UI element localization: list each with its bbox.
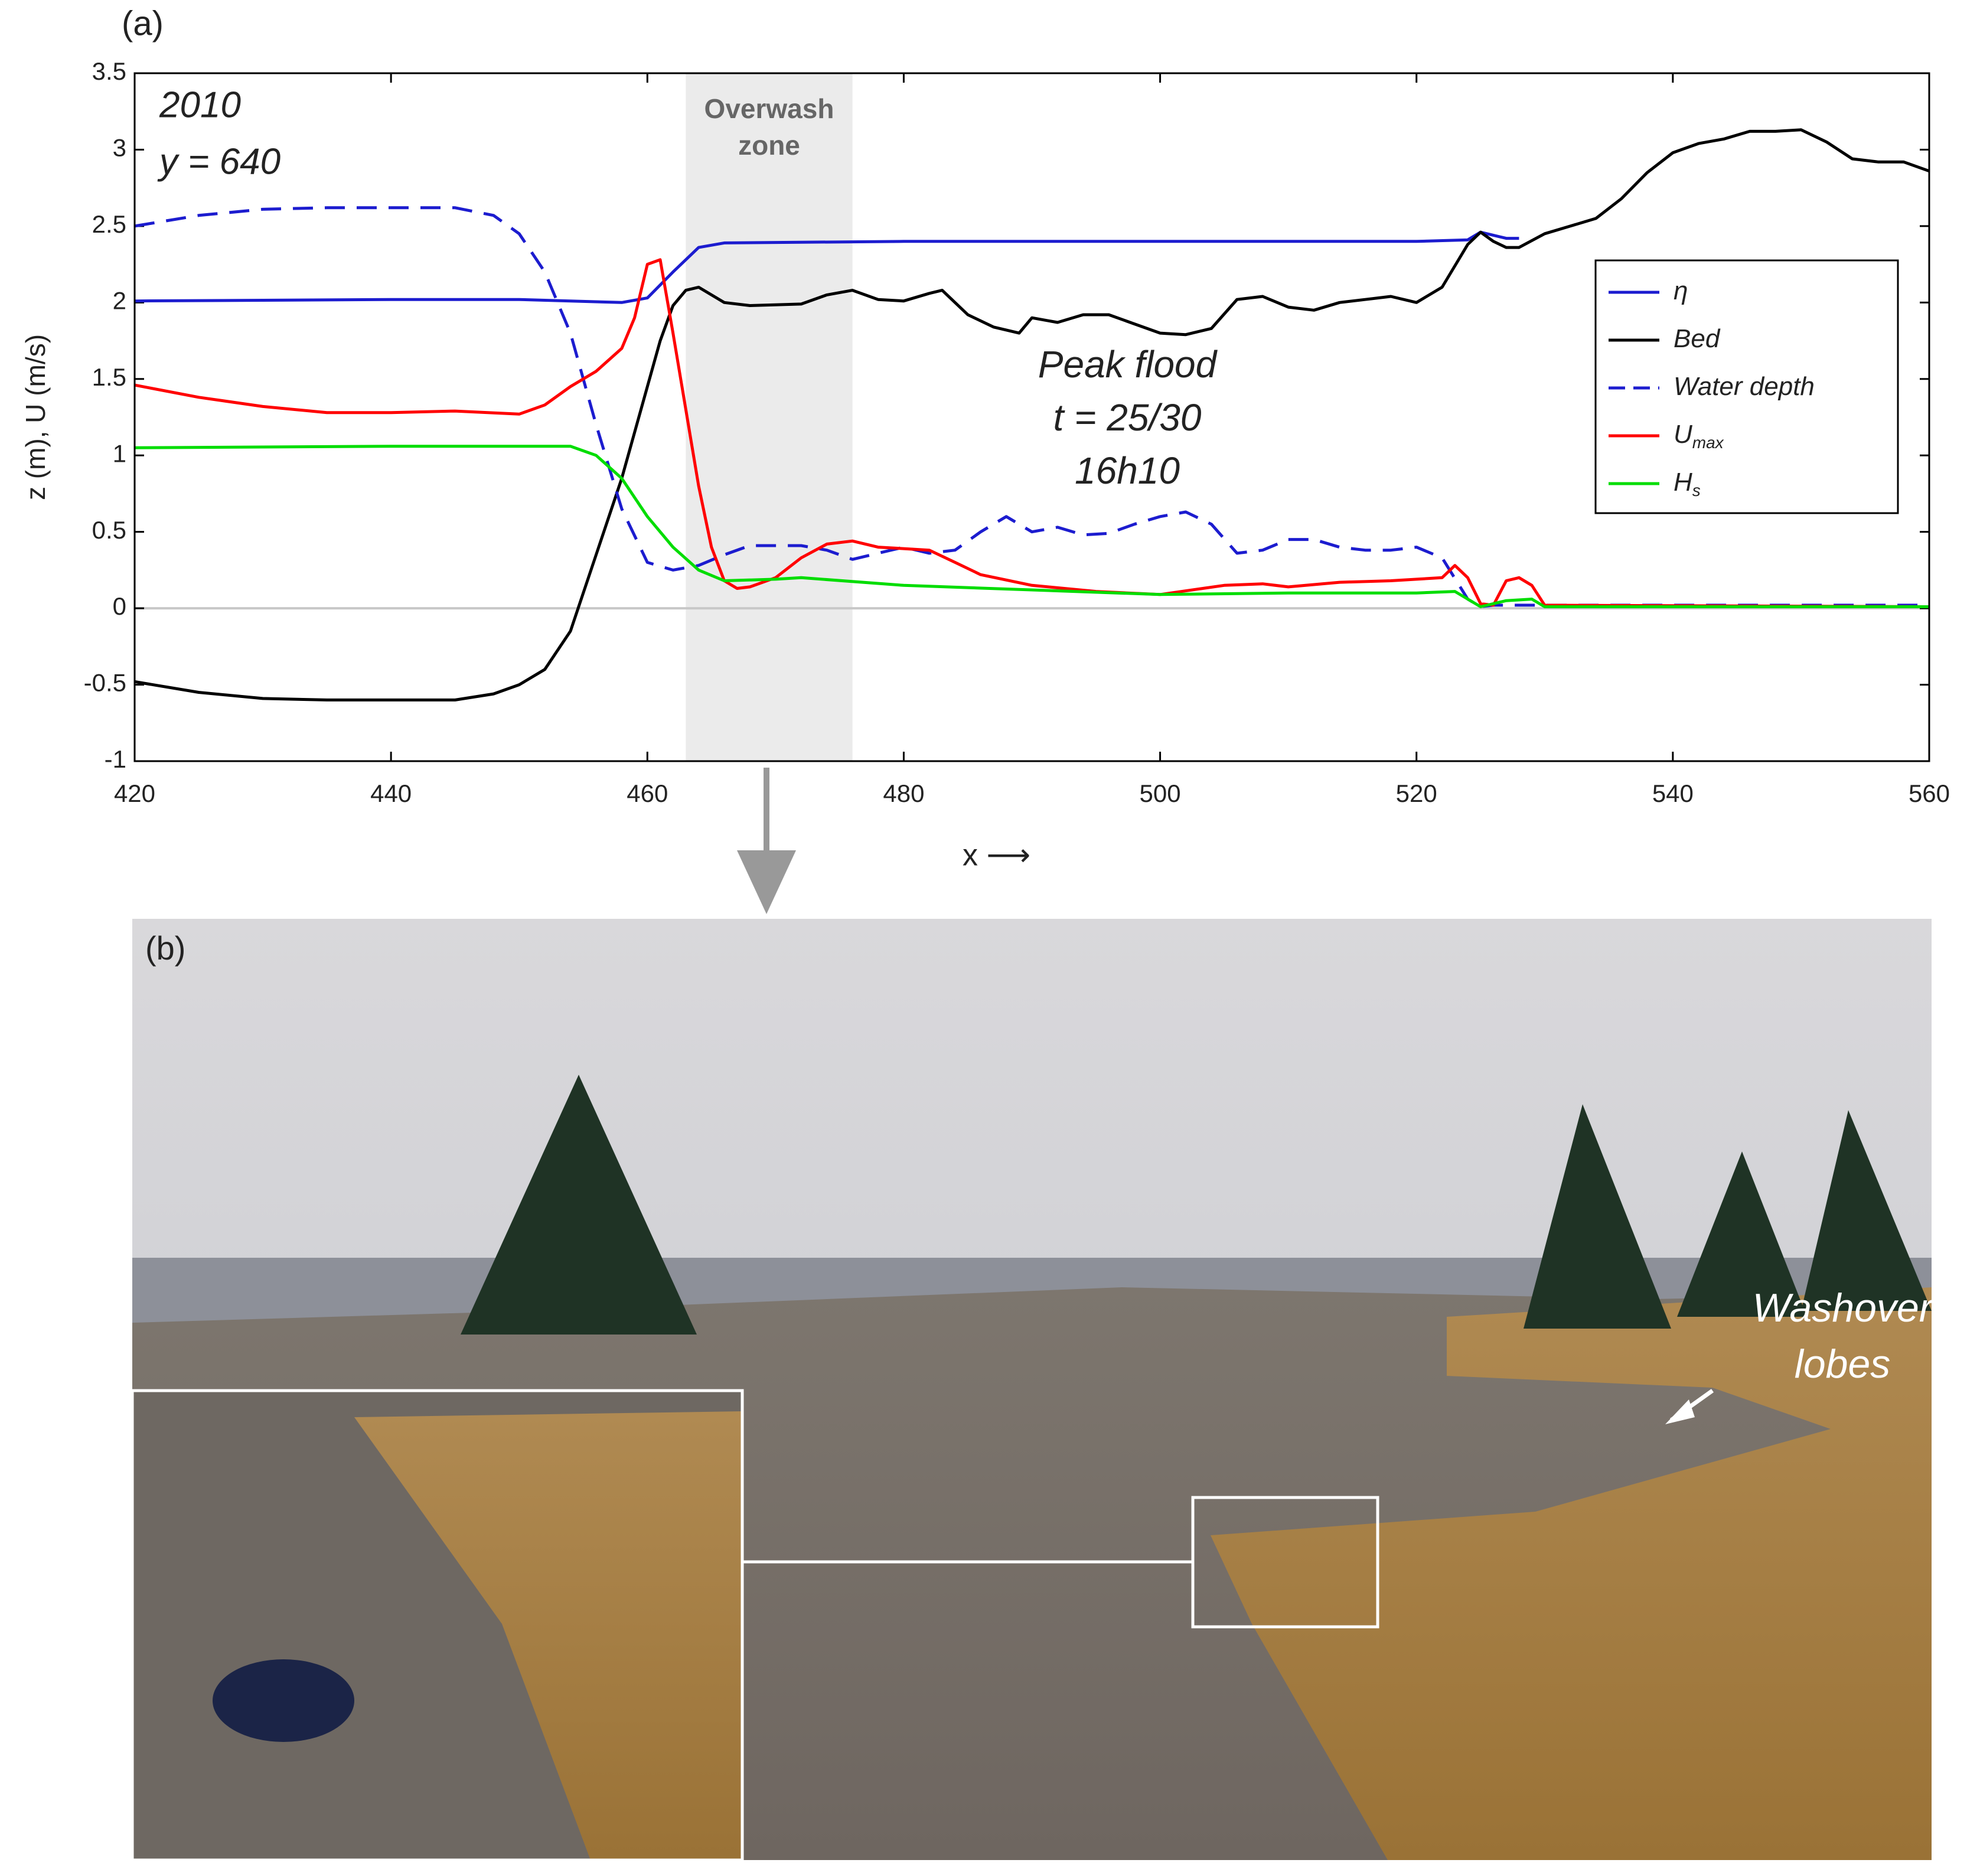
grass: [1211, 1287, 1932, 1860]
series-line: [134, 206, 1929, 608]
shade-label: Overwash: [704, 93, 834, 124]
x-axis-label: x ⟶: [963, 839, 1030, 873]
inset-box: [1191, 1496, 1379, 1629]
legend-label: η: [1674, 276, 1688, 305]
y-tick-label: 1.5: [92, 363, 126, 391]
x-tick-label: 500: [1140, 779, 1181, 807]
shade-label: zone: [738, 130, 800, 161]
inset-grass: [354, 1411, 742, 1860]
legend-box: [1594, 259, 1899, 514]
shade-zone: [686, 73, 853, 761]
x-tick-label: 420: [114, 779, 155, 807]
y-tick-label: 3: [113, 134, 126, 162]
annotation: 16h10: [1075, 449, 1180, 492]
tree: [1677, 1151, 1807, 1317]
pointer-head: [1665, 1399, 1695, 1424]
inset-figure: [213, 1659, 354, 1742]
y-tick-label: 0: [113, 592, 126, 620]
x-tick-label: 560: [1909, 779, 1950, 807]
legend-label-subscript: max: [1692, 433, 1724, 452]
photo-annotation: Washover: [1753, 1286, 1934, 1330]
photo-annotation: lobes: [1795, 1342, 1891, 1386]
legend-label-text: η: [1674, 276, 1688, 305]
legend-label-subscript: s: [1692, 481, 1701, 500]
legend-label: Umax: [1674, 420, 1724, 452]
legend-label-text: H: [1674, 468, 1692, 497]
note: y = 640: [157, 141, 280, 182]
x-tick-label: 480: [883, 779, 924, 807]
legend-label: Hs: [1674, 468, 1701, 500]
legend-label-text: Bed: [1674, 324, 1721, 353]
series-line: [134, 445, 1929, 608]
inset-frame: [131, 1389, 744, 1862]
legend-label-text: U: [1674, 420, 1692, 449]
plot-frame: [133, 72, 1930, 762]
y-tick-label: -0.5: [84, 669, 126, 697]
y-axis-label: z (m), U (m/s): [20, 334, 51, 500]
series-line: [134, 258, 1930, 608]
link-arrow-head: [737, 850, 796, 914]
panel-label: (a): [122, 4, 164, 43]
y-tick-label: 3.5: [92, 57, 126, 85]
tree: [1524, 1104, 1671, 1329]
x-tick-label: 540: [1652, 779, 1694, 807]
annotation: Peak flood: [1038, 343, 1218, 386]
annotation: t = 25/30: [1053, 396, 1202, 439]
x-tick-label: 440: [370, 779, 412, 807]
legend-label: Bed: [1674, 324, 1721, 353]
y-tick-label: 2: [113, 286, 126, 314]
x-tick-label: 460: [627, 779, 668, 807]
tree: [461, 1075, 697, 1335]
x-tick-label: 520: [1396, 779, 1437, 807]
y-tick-label: -1: [105, 745, 126, 773]
tree: [1801, 1110, 1932, 1311]
y-tick-label: 1: [113, 439, 126, 467]
y-tick-label: 0.5: [92, 516, 126, 544]
legend-label: Water depth: [1674, 372, 1815, 401]
legend-label-text: Water depth: [1674, 372, 1815, 401]
note: 2010: [159, 84, 241, 125]
y-tick-label: 2.5: [92, 210, 126, 238]
photo: (b) Washover lobes: [131, 919, 1934, 1862]
panel-label: (b): [145, 929, 185, 967]
